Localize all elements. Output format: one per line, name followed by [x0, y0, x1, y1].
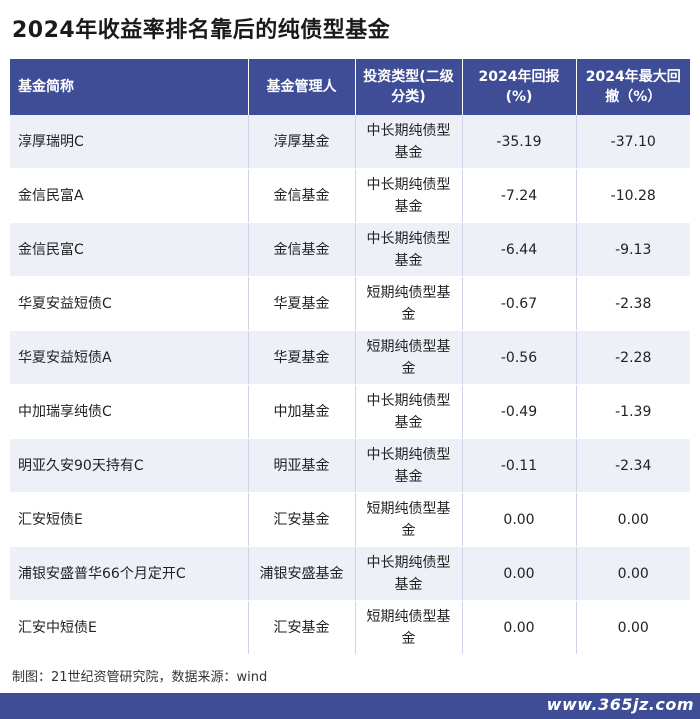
return-cell: -0.11 [462, 438, 577, 493]
max-drawdown-cell: -1.39 [576, 384, 690, 439]
max-drawdown-cell: -9.13 [576, 222, 690, 277]
table-header-row: 基金简称 基金管理人 投资类型(二级分类) 2024年回报(%) 2024年最大… [10, 59, 690, 115]
fund-name-cell: 华夏安益短债C [10, 276, 249, 331]
max-drawdown-cell: -37.10 [576, 115, 690, 169]
header-2024-max-drawdown: 2024年最大回撤（%） [576, 59, 690, 115]
fund-manager-cell: 明亚基金 [248, 438, 356, 493]
table-row: 明亚久安90天持有C 明亚基金 中长期纯债型基金 -0.11 -2.34 [10, 438, 690, 493]
investment-type-cell: 中长期纯债型基金 [355, 438, 463, 493]
return-cell: 0.00 [462, 492, 577, 547]
fund-name-cell: 汇安短债E [10, 492, 249, 547]
max-drawdown-cell: 0.00 [576, 546, 690, 601]
investment-type-cell: 短期纯债型基金 [355, 492, 463, 547]
fund-name-cell: 浦银安盛普华66个月定开C [10, 546, 249, 601]
max-drawdown-cell: -2.34 [576, 438, 690, 493]
table-row: 中加瑞享纯债C 中加基金 中长期纯债型基金 -0.49 -1.39 [10, 384, 690, 439]
fund-manager-cell: 中加基金 [248, 384, 356, 439]
fund-table: 基金简称 基金管理人 投资类型(二级分类) 2024年回报(%) 2024年最大… [10, 59, 690, 655]
table-row: 汇安短债E 汇安基金 短期纯债型基金 0.00 0.00 [10, 492, 690, 547]
investment-type-cell: 短期纯债型基金 [355, 600, 463, 655]
table-row: 汇安中短债E 汇安基金 短期纯债型基金 0.00 0.00 [10, 600, 690, 655]
fund-name-cell: 中加瑞享纯债C [10, 384, 249, 439]
fund-manager-cell: 华夏基金 [248, 276, 356, 331]
fund-name-cell: 华夏安益短债A [10, 330, 249, 385]
table-row: 浦银安盛普华66个月定开C 浦银安盛基金 中长期纯债型基金 0.00 0.00 [10, 546, 690, 601]
fund-name-cell: 明亚久安90天持有C [10, 438, 249, 493]
fund-name-cell: 金信民富C [10, 222, 249, 277]
return-cell: 0.00 [462, 546, 577, 601]
max-drawdown-cell: 0.00 [576, 492, 690, 547]
return-cell: 0.00 [462, 600, 577, 655]
table-row: 华夏安益短债A 华夏基金 短期纯债型基金 -0.56 -2.28 [10, 330, 690, 385]
investment-type-cell: 短期纯债型基金 [355, 276, 463, 331]
max-drawdown-cell: -10.28 [576, 168, 690, 223]
table-row: 金信民富A 金信基金 中长期纯债型基金 -7.24 -10.28 [10, 168, 690, 223]
return-cell: -0.49 [462, 384, 577, 439]
fund-manager-cell: 汇安基金 [248, 492, 356, 547]
investment-type-cell: 中长期纯债型基金 [355, 168, 463, 223]
return-cell: -0.67 [462, 276, 577, 331]
investment-type-cell: 中长期纯债型基金 [355, 384, 463, 439]
fund-manager-cell: 浦银安盛基金 [248, 546, 356, 601]
table-row: 金信民富C 金信基金 中长期纯债型基金 -6.44 -9.13 [10, 222, 690, 277]
fund-manager-cell: 汇安基金 [248, 600, 356, 655]
max-drawdown-cell: 0.00 [576, 600, 690, 655]
max-drawdown-cell: -2.38 [576, 276, 690, 331]
fund-manager-cell: 金信基金 [248, 222, 356, 277]
page-title: 2024年收益率排名靠后的纯债型基金 [12, 18, 391, 43]
return-cell: -6.44 [462, 222, 577, 277]
header-fund-manager: 基金管理人 [248, 59, 356, 115]
fund-name-cell: 汇安中短债E [10, 600, 249, 655]
header-investment-type: 投资类型(二级分类) [355, 59, 463, 115]
return-cell: -7.24 [462, 168, 577, 223]
investment-type-cell: 中长期纯债型基金 [355, 222, 463, 277]
bottom-bar [0, 693, 700, 719]
source-note: 制图：21世纪资管研究院，数据来源：wind [12, 670, 268, 685]
return-cell: -0.56 [462, 330, 577, 385]
table-row: 淳厚瑞明C 淳厚基金 中长期纯债型基金 -35.19 -37.10 [10, 115, 690, 169]
fund-manager-cell: 金信基金 [248, 168, 356, 223]
header-fund-name: 基金简称 [10, 59, 249, 115]
investment-type-cell: 中长期纯债型基金 [355, 546, 463, 601]
max-drawdown-cell: -2.28 [576, 330, 690, 385]
fund-manager-cell: 华夏基金 [248, 330, 356, 385]
fund-manager-cell: 淳厚基金 [248, 115, 356, 169]
header-2024-return: 2024年回报(%) [462, 59, 577, 115]
investment-type-cell: 中长期纯债型基金 [355, 115, 463, 169]
fund-name-cell: 淳厚瑞明C [10, 115, 249, 169]
investment-type-cell: 短期纯债型基金 [355, 330, 463, 385]
fund-name-cell: 金信民富A [10, 168, 249, 223]
table-row: 华夏安益短债C 华夏基金 短期纯债型基金 -0.67 -2.38 [10, 276, 690, 331]
return-cell: -35.19 [462, 115, 577, 169]
watermark: www.365jz.com [546, 695, 694, 714]
